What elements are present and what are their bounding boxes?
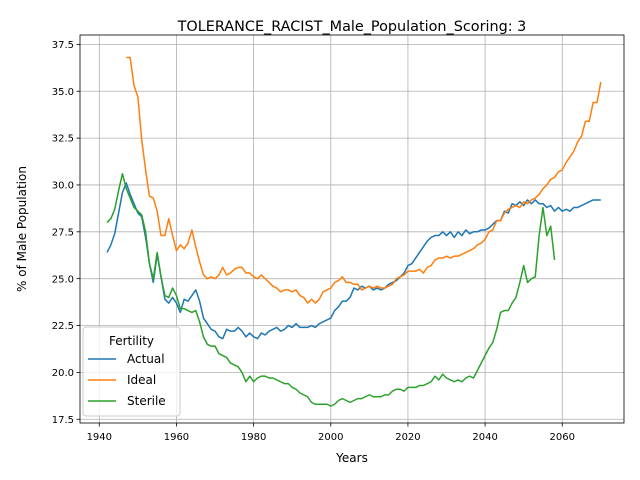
chart-title: TOLERANCE_RACIST_Male_Population_Scoring… bbox=[177, 19, 527, 35]
legend-items: Actual Ideal Sterile bbox=[88, 352, 166, 408]
legend-box bbox=[82, 326, 181, 417]
y-axis-ticks: 17.5 20.0 22.5 25.0 27.5 30.0 32.5 35.0 37.5 bbox=[52, 40, 80, 426]
x-axis-ticks: 1940 1960 1980 2000 2020 2040 2060 bbox=[87, 423, 575, 443]
y-tick-label: 22.5 bbox=[52, 321, 74, 332]
series-line-ideal bbox=[126, 56, 602, 304]
legend-title: Fertility bbox=[109, 334, 154, 348]
series-layer bbox=[106, 56, 602, 407]
y-tick-label: 32.5 bbox=[52, 134, 74, 145]
legend: Fertility Actual Ideal Sterile bbox=[82, 326, 181, 417]
y-tick-label: 27.5 bbox=[52, 227, 74, 238]
series-line-actual bbox=[106, 182, 601, 340]
x-axis-label: Years bbox=[335, 451, 368, 465]
legend-label-actual: Actual bbox=[127, 352, 165, 366]
series-line-sterile bbox=[106, 172, 556, 407]
x-tick-label: 1960 bbox=[164, 432, 189, 443]
x-tick-label: 2000 bbox=[318, 432, 343, 443]
x-tick-label: 1940 bbox=[87, 432, 112, 443]
y-tick-label: 20.0 bbox=[52, 368, 74, 379]
x-tick-label: 2060 bbox=[550, 432, 575, 443]
y-axis-label: % of Male Population bbox=[15, 166, 29, 292]
x-tick-label: 2020 bbox=[395, 432, 420, 443]
x-tick-label: 2040 bbox=[472, 432, 497, 443]
axes-frame bbox=[79, 34, 625, 424]
y-tick-label: 37.5 bbox=[52, 40, 74, 51]
legend-label-sterile: Sterile bbox=[127, 394, 166, 408]
y-tick-label: 25.0 bbox=[52, 274, 74, 285]
legend-label-ideal: Ideal bbox=[127, 373, 156, 387]
y-tick-label: 35.0 bbox=[52, 87, 74, 98]
x-tick-label: 1980 bbox=[241, 432, 266, 443]
y-tick-label: 30.0 bbox=[52, 181, 74, 192]
y-tick-label: 17.5 bbox=[52, 415, 74, 426]
